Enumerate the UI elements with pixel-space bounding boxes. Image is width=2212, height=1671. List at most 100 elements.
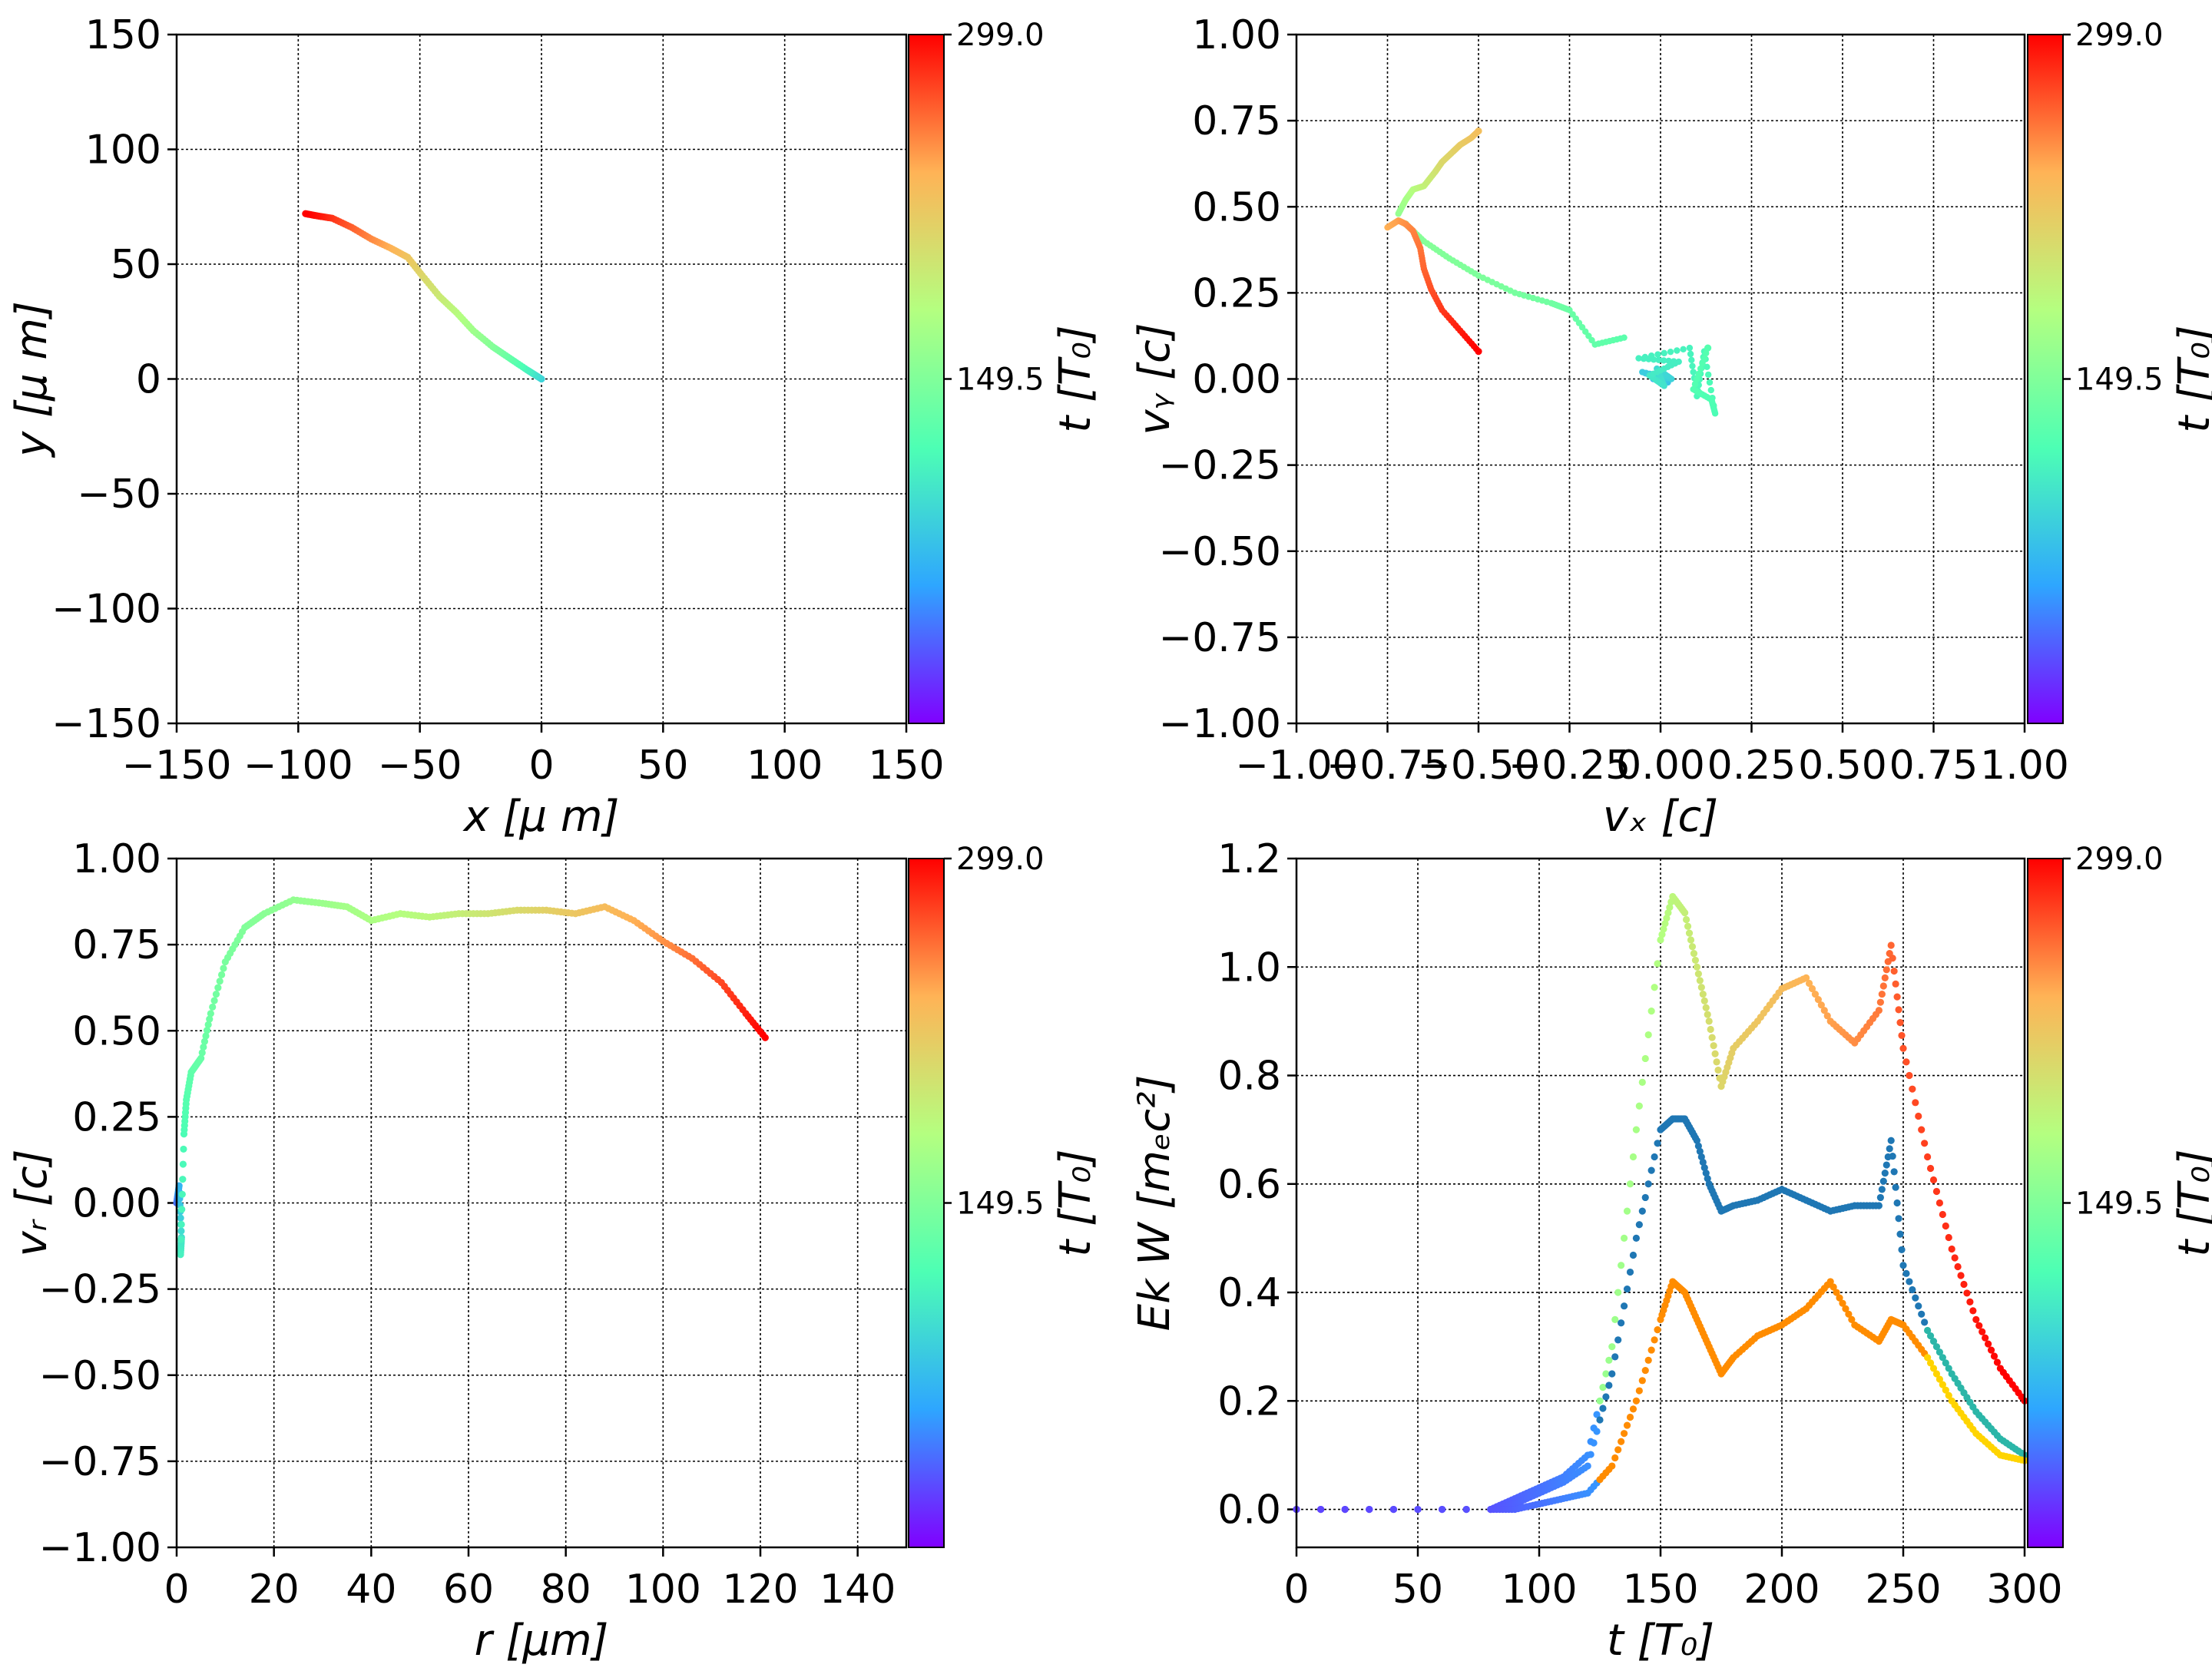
colorbar-tick-label: 299.0 [956,842,1045,877]
data-point [1661,349,1667,357]
data-point [1936,1199,1943,1207]
y-tick-label: 0.8 [1217,1054,1281,1100]
data-point [1614,1289,1622,1296]
data-point [1817,1001,1825,1009]
data-point [1665,357,1672,365]
data-point [1836,1294,1843,1302]
data-point [1697,984,1705,991]
data-point [1706,379,1714,386]
data-point [180,1145,187,1153]
y-tick-label: 1.00 [1192,12,1281,58]
data-point [203,1027,211,1034]
data-point [1682,915,1690,924]
data-point [1896,1019,1904,1027]
data-point [1887,1137,1895,1144]
data-point [1389,1505,1397,1514]
data-point [1960,1280,1968,1289]
colorbar-label: t [T₀] [2170,1149,2212,1256]
data-point [204,1021,212,1029]
y-tick-label: 100 [85,127,161,174]
x-tick-label: 120 [722,1567,798,1613]
data-point [1704,1175,1711,1183]
x-tick-label: 0 [1283,1567,1309,1613]
data-point [1875,1202,1883,1209]
colorbar-tick-label: 149.5 [2075,362,2164,398]
data-point [1936,1348,1943,1356]
data-point [1584,1462,1591,1470]
data-point [1703,349,1710,357]
y-tick-label: 0.50 [1192,184,1281,230]
data-point [1805,979,1813,988]
data-point [1675,358,1682,366]
data-point [1878,1186,1886,1193]
data-point [1462,1505,1470,1514]
x-tick-label: 1.00 [1980,743,2069,789]
data-point [1714,1066,1722,1074]
data-point [1833,1289,1840,1296]
axes-frame [175,33,908,725]
data-point [1826,1278,1834,1286]
data-point [1621,1430,1628,1438]
data-point [1475,348,1482,356]
data-point [1924,1153,1932,1161]
data-point [1895,1006,1902,1014]
data-point [1614,1336,1622,1344]
panel-4: 0 50 100 150 200 250 300 0.0 0.2 0.4 0.6 0.8 1.0 1.2 t… [1130,836,2212,1666]
data-point [1632,1234,1640,1242]
data-point [1704,1011,1711,1018]
x-tick-label: 250 [1865,1567,1941,1613]
data-point [1661,920,1669,928]
data-point [1644,1180,1652,1188]
data-point [1895,1215,1902,1223]
data-point [220,965,227,972]
data-point [1889,955,1896,962]
data-point [1820,1007,1828,1014]
data-point [1608,1343,1616,1351]
data-point [214,984,222,991]
data-point [1635,1387,1643,1395]
data-point [1924,1326,1932,1335]
y-tick-label: 0.25 [1192,270,1281,316]
data-point [1632,1126,1640,1133]
data-point [1987,1346,1995,1354]
data-point [1811,990,1820,998]
data-point [1876,1193,1884,1202]
data-point [1644,1031,1652,1039]
data-point [1694,376,1700,382]
data-point [1621,1302,1628,1310]
panel-3: 0 20 40 60 80 100 120 140 −1.00 −0.75 −0.50 −0.25 0.… [7,836,1101,1666]
data-point [1921,1319,1929,1326]
data-point [1690,950,1698,958]
data-point [1651,1336,1658,1344]
data-point [1711,1050,1719,1057]
data-point [1879,982,1887,990]
data-point [1647,1166,1655,1174]
data-point [1924,1354,1932,1362]
data-point [1878,990,1886,998]
data-point [1638,1207,1646,1215]
data-point [1808,984,1816,993]
data-point [1893,993,1901,1001]
data-point [1655,356,1662,364]
data-point [1893,1199,1901,1207]
x-tick-label: 100 [1501,1567,1577,1613]
data-point [1629,1153,1637,1161]
data-point [1680,346,1687,353]
data-point [1602,1370,1610,1378]
data-point [1689,362,1696,369]
data-point [1906,1278,1913,1286]
colorbar [2027,858,2064,1548]
data-point [200,1037,209,1045]
y-tick-label: −0.75 [39,1439,161,1485]
data-point [177,1227,185,1235]
data-point [1663,915,1671,922]
data-point [1629,1251,1637,1259]
data-point [1660,925,1667,933]
data-point [1881,1170,1889,1177]
data-point [1909,1085,1916,1093]
colorbar [908,858,945,1548]
data-point [1638,1078,1646,1086]
data-point [1875,1007,1883,1014]
y-tick-label: 0.75 [72,922,161,968]
y-axis-label: vᵧ [c] [1130,323,1180,435]
